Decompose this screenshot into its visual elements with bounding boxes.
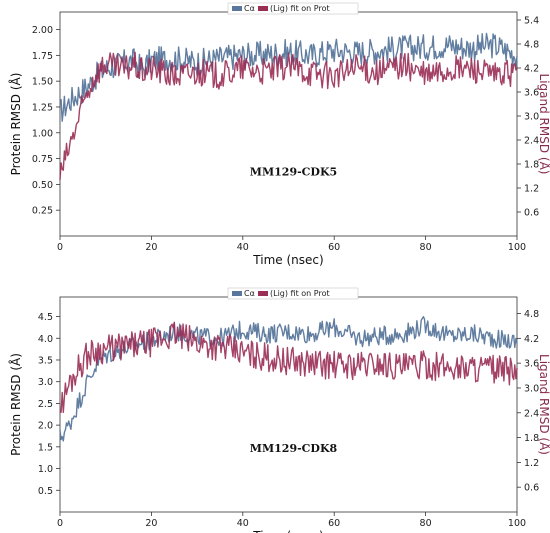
legend-swatch-protein [232, 6, 242, 11]
legend-swatch-ligand [258, 6, 268, 11]
y2-tick-label: 4.8 [524, 309, 539, 320]
y2-tick-label: 5.4 [524, 16, 539, 27]
x-tick-label: 80 [420, 518, 432, 529]
chart-annotation: MM129-CDK8 [250, 442, 338, 455]
y2-tick-label: 3.6 [524, 88, 539, 99]
x-tick-label: 40 [237, 242, 249, 253]
x-tick-label: 0 [57, 518, 63, 529]
chart-cdk8: 0 20 40 60 80 100 0.5 1.0 1.5 2.0 2.5 3.0 3.5 4.0 4.5 0… [8, 287, 550, 533]
y-axis-label: Protein RMSD (Å) [8, 353, 23, 456]
y-tick-label: 0.50 [32, 180, 53, 191]
x-tick-label: 80 [420, 242, 432, 253]
y-tick-label: 0.75 [32, 154, 53, 165]
legend-box [227, 287, 359, 300]
y-tick-label: 2.00 [32, 25, 53, 36]
x-tick-label: 40 [237, 518, 249, 529]
x-tick-label: 100 [508, 242, 526, 253]
y-tick-label: 2.0 [38, 421, 53, 432]
y-tick-label: 3.0 [38, 377, 53, 388]
y2-tick-label: 3.0 [524, 383, 539, 394]
y2-tick-label: 0.6 [524, 483, 539, 494]
x-axis-label: Time (nsec) [252, 253, 323, 267]
y2-tick-label: 3.0 [524, 112, 539, 123]
legend: Cα (Lig) fit on Prot [227, 2, 359, 15]
y2-tick-label: 2.4 [524, 136, 539, 147]
x-axis-label: Time (nsec) [252, 529, 323, 533]
y-axis-label: Protein RMSD (Å) [8, 73, 23, 176]
y2-tick-label: 1.2 [524, 458, 539, 469]
y2-tick-label: 0.6 [524, 208, 539, 219]
chart-cdk5: 0 20 40 60 80 100 0.25 0.50 0.75 1.00 1.25 1.50 1.75… [8, 2, 550, 267]
legend-label-protein: Cα [244, 4, 255, 13]
legend-label-ligand: (Lig) fit on Prot [270, 289, 330, 298]
legend-box [227, 2, 359, 15]
series-line-ligand [59, 51, 518, 180]
y2-tick-label: 4.2 [524, 334, 539, 345]
series-line-ligand [59, 321, 518, 413]
x-tick-label: 60 [328, 242, 340, 253]
y-tick-label: 1.5 [38, 442, 53, 453]
x-tick-label: 60 [328, 518, 340, 529]
x-tick-label: 100 [508, 518, 526, 529]
y2-tick-label: 1.2 [524, 184, 539, 195]
x-tick-label: 20 [145, 518, 157, 529]
y-tick-label: 4.0 [38, 334, 53, 345]
y2-axis-label: Ligand RMSD (Å) [537, 354, 550, 455]
legend-label-ligand: (Lig) fit on Prot [270, 4, 330, 13]
x-tick-label: 0 [57, 242, 63, 253]
chart-annotation: MM129-CDK5 [250, 166, 337, 179]
y2-tick-label: 1.8 [524, 160, 539, 171]
y2-tick-label: 4.8 [524, 40, 539, 51]
y-tick-label: 1.75 [32, 51, 53, 62]
y2-tick-label: 3.6 [524, 359, 539, 370]
y-tick-label: 3.5 [38, 355, 53, 366]
legend-swatch-protein [232, 291, 242, 296]
y-tick-label: 1.00 [32, 128, 53, 139]
y-tick-label: 1.0 [38, 464, 53, 475]
y-tick-label: 2.5 [38, 399, 53, 410]
y-tick-label: 0.25 [32, 206, 53, 217]
x-tick-label: 20 [145, 242, 157, 253]
y2-axis-label: Ligand RMSD (Å) [537, 74, 550, 175]
y2-tick-label: 4.2 [524, 64, 539, 75]
legend-swatch-ligand [258, 291, 268, 296]
y-tick-label: 1.50 [32, 77, 53, 88]
y-tick-label: 1.25 [32, 102, 53, 113]
y2-tick-label: 2.4 [524, 408, 539, 419]
series-line-protein [59, 316, 518, 442]
y-tick-label: 0.5 [38, 486, 53, 497]
legend: Cα (Lig) fit on Prot [227, 287, 359, 300]
y2-tick-label: 1.8 [524, 433, 539, 444]
y-tick-label: 4.5 [38, 312, 53, 323]
legend-label-protein: Cα [244, 289, 255, 298]
